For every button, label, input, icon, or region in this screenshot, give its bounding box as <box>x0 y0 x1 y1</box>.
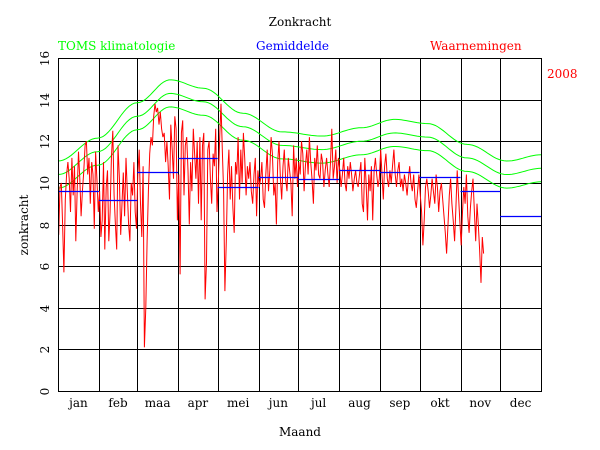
toms-lower-curve <box>57 106 542 189</box>
y-tick-label: 16 <box>38 51 52 66</box>
x-tick-label-apr: apr <box>188 396 209 410</box>
x-tick-label-jun: jun <box>267 396 288 410</box>
y-tick-label: 8 <box>38 222 52 230</box>
x-tick-label-okt: okt <box>430 396 449 410</box>
x-tick-label-dec: dec <box>510 396 532 410</box>
legend-toms-klimatologie: TOMS klimatologie <box>58 39 176 53</box>
y-tick-label: 10 <box>38 176 52 191</box>
legend-gemiddelde: Gemiddelde <box>256 39 329 53</box>
toms-series <box>57 79 542 189</box>
plot-border <box>58 58 542 392</box>
x-tick-label-maa: maa <box>145 396 171 410</box>
observations-line <box>58 103 485 348</box>
x-tick-label-nov: nov <box>469 396 491 410</box>
y-tick-label: 14 <box>38 93 52 109</box>
x-tick-label-jan: jan <box>67 396 88 410</box>
x-tick-label-aug: aug <box>348 396 371 410</box>
toms-middle-curve <box>57 92 542 175</box>
x-tick-label-feb: feb <box>108 396 128 410</box>
y-tick-label: 6 <box>38 263 52 271</box>
y-tick-label: 0 <box>38 388 52 396</box>
x-tick-labels: jan feb maa apr mei jun jul aug sep okt nov dec <box>67 396 531 410</box>
x-tick-label-jul: jul <box>309 396 326 410</box>
y-tick-labels: 0 2 4 6 8 10 12 14 16 <box>38 51 52 395</box>
x-tick-label-mei: mei <box>227 396 249 410</box>
year-label: 2008 <box>547 67 578 81</box>
x-axis-label: Maand <box>278 425 321 439</box>
toms-upper-curve <box>57 79 542 162</box>
x-tick-label-sep: sep <box>389 396 410 410</box>
y-tick-label: 4 <box>38 304 52 312</box>
y-tick-label: 12 <box>38 134 52 149</box>
monthly-average-series <box>58 157 541 218</box>
chart-title: Zonkracht <box>268 15 332 29</box>
plot-frame <box>58 58 542 392</box>
y-tick-label: 2 <box>38 346 52 354</box>
observations-series <box>58 103 485 348</box>
legend-waarnemingen: Waarnemingen <box>430 39 522 53</box>
